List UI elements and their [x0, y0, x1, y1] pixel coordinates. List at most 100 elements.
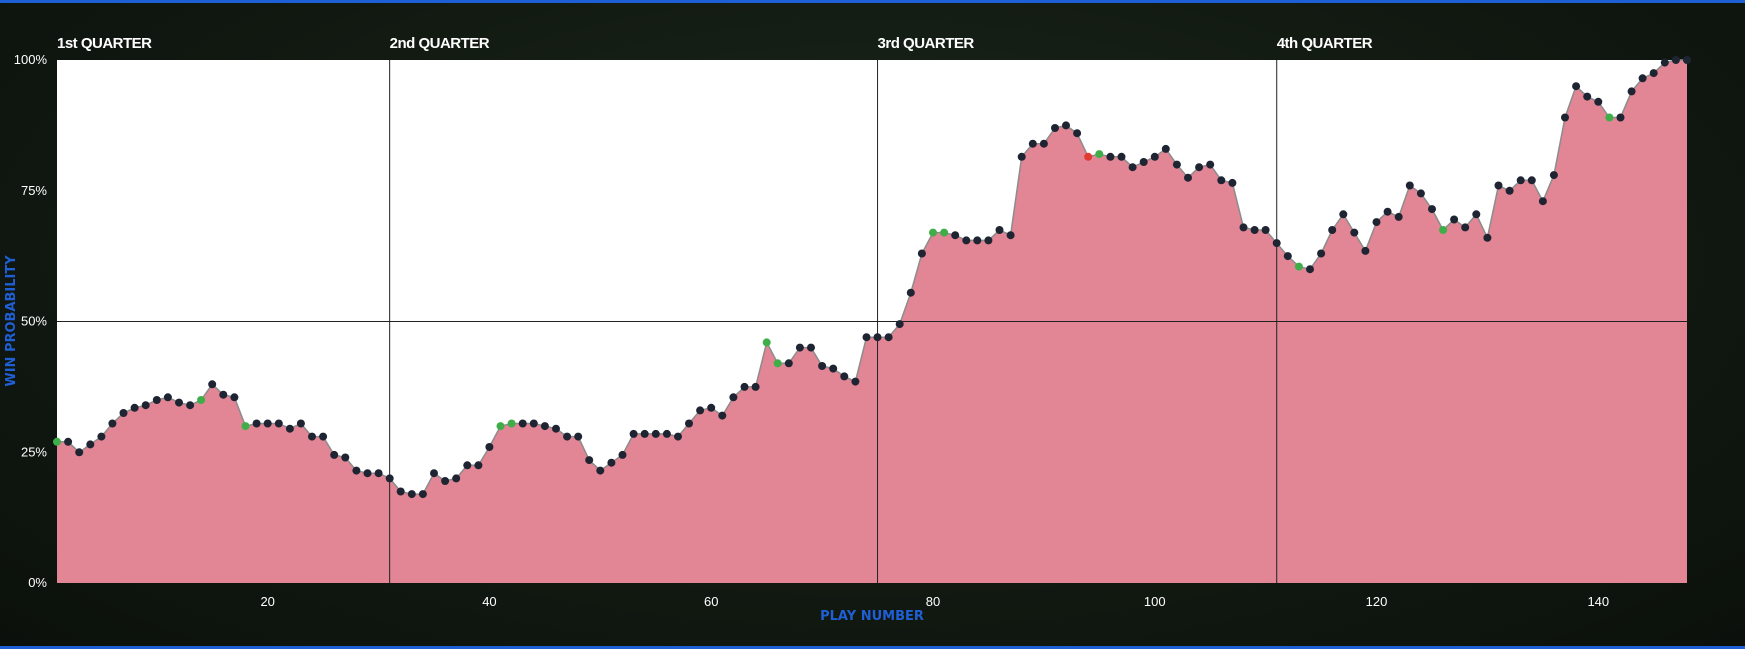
data-point — [685, 419, 693, 428]
data-point — [463, 461, 472, 470]
data-point — [374, 469, 383, 478]
data-point — [1128, 163, 1137, 172]
data-point — [1461, 223, 1470, 232]
data-point — [740, 382, 749, 391]
data-point — [563, 432, 572, 441]
data-point — [1516, 176, 1525, 185]
data-point — [1283, 252, 1292, 261]
data-point — [851, 377, 860, 386]
data-point — [718, 411, 727, 420]
data-point — [1261, 226, 1270, 234]
x-tick-label: 140 — [1587, 594, 1609, 609]
data-point — [53, 437, 61, 446]
data-point — [1317, 249, 1326, 258]
data-point — [1139, 158, 1148, 166]
y-tick-label: 75% — [21, 183, 47, 198]
data-point — [662, 429, 671, 438]
data-point — [152, 396, 161, 404]
data-point — [1561, 113, 1569, 122]
data-point — [984, 236, 993, 245]
win-probability-line — [57, 59, 1687, 495]
x-tick-label: 20 — [260, 594, 274, 609]
data-point — [1416, 189, 1425, 198]
y-tick-label: 50% — [21, 314, 47, 329]
data-point — [119, 409, 128, 417]
data-point — [762, 338, 771, 347]
data-point — [1649, 69, 1658, 78]
data-point — [585, 456, 594, 465]
data-point — [873, 333, 882, 342]
data-point — [219, 390, 228, 399]
data-point — [1117, 152, 1126, 161]
y-tick-label: 100% — [14, 52, 48, 67]
data-point — [807, 343, 815, 352]
data-point — [1184, 173, 1192, 182]
data-point — [1583, 92, 1592, 101]
data-point — [418, 490, 427, 499]
data-point — [1006, 231, 1015, 240]
data-point — [108, 419, 117, 428]
data-point — [452, 474, 461, 483]
data-point — [895, 320, 904, 329]
data-point — [840, 372, 849, 381]
top-accent-line — [0, 0, 1745, 3]
data-point — [1084, 152, 1093, 161]
data-point — [197, 396, 206, 404]
data-point — [973, 236, 982, 245]
data-point — [1483, 233, 1492, 242]
data-point — [430, 469, 438, 478]
data-point — [1549, 171, 1558, 180]
data-point — [1217, 176, 1226, 185]
x-tick-label: 40 — [482, 594, 496, 609]
data-point — [552, 424, 560, 433]
data-point — [507, 419, 516, 428]
data-point — [186, 401, 195, 410]
data-point — [1206, 160, 1215, 169]
x-tick-label: 80 — [926, 594, 940, 609]
data-point — [296, 419, 305, 428]
y-tick-label: 25% — [21, 444, 47, 459]
data-point — [1527, 176, 1536, 185]
data-point — [707, 403, 716, 412]
data-point — [474, 461, 483, 470]
quarter-label: 1st QUARTER — [57, 35, 152, 52]
data-point — [1472, 210, 1481, 219]
data-point — [1383, 207, 1392, 216]
bottom-accent-line — [0, 646, 1745, 649]
data-point — [1239, 223, 1248, 232]
data-point — [1405, 181, 1414, 190]
data-point — [618, 450, 627, 459]
data-point — [529, 419, 538, 428]
data-point — [629, 429, 638, 438]
data-point — [884, 333, 893, 342]
data-point — [485, 443, 494, 451]
data-point — [230, 393, 239, 402]
data-point — [330, 450, 339, 459]
data-point — [75, 448, 84, 457]
data-point — [1394, 212, 1403, 221]
data-point — [829, 364, 838, 373]
data-point — [995, 226, 1004, 234]
data-point — [1428, 205, 1436, 214]
data-point — [175, 398, 183, 407]
data-point — [518, 419, 527, 428]
data-point — [906, 288, 915, 297]
data-point — [1228, 178, 1237, 187]
data-point — [163, 393, 172, 402]
data-point — [1073, 129, 1082, 138]
data-point — [1095, 150, 1104, 159]
data-point — [396, 487, 405, 496]
data-point — [1294, 262, 1303, 271]
data-point — [1172, 160, 1181, 169]
data-point — [962, 236, 971, 245]
data-point — [596, 466, 605, 475]
data-point — [1660, 58, 1669, 67]
data-point — [1439, 226, 1448, 234]
data-point — [385, 474, 394, 483]
data-point — [1051, 124, 1059, 132]
y-tick-label: 0% — [28, 575, 47, 590]
labels-layer: 1st QUARTER 2nd QUARTER 3rd QUARTER 4th QUA… — [14, 35, 1609, 609]
data-point — [441, 477, 450, 485]
data-point — [929, 228, 937, 237]
